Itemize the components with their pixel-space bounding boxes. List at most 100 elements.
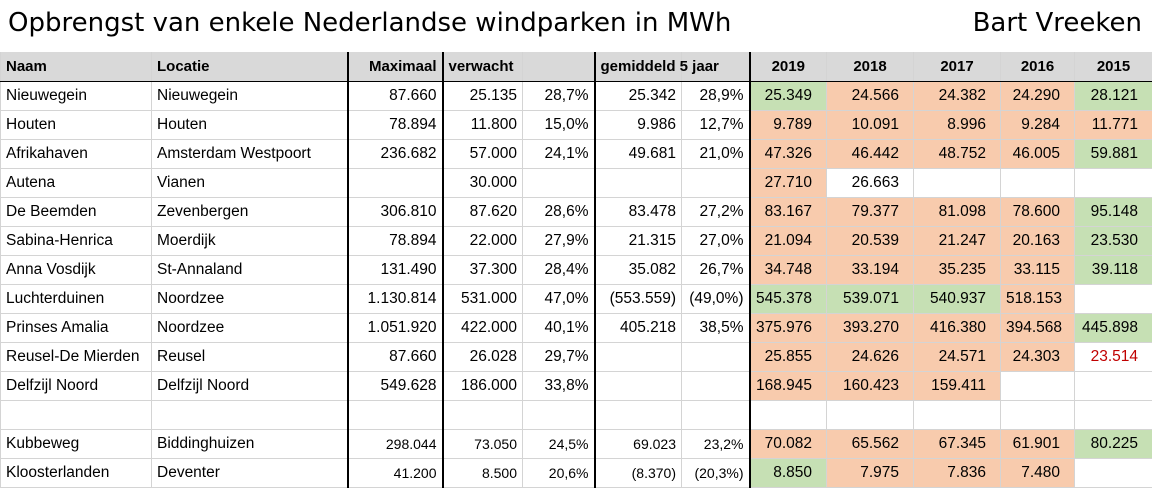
cell-jaar-2016[interactable]: 33.115 xyxy=(1000,255,1075,285)
cell-verwacht-pct[interactable]: 47,0% xyxy=(522,284,596,314)
cell-jaar-2017[interactable]: 7.836 xyxy=(913,458,1001,488)
cell-naam[interactable]: Kubbeweg xyxy=(0,429,152,459)
cell-verwacht[interactable]: 26.028 xyxy=(442,342,523,372)
cell-jaar-2019[interactable]: 83.167 xyxy=(749,197,827,227)
cell-jaar-2015[interactable]: 95.148 xyxy=(1074,197,1152,227)
cell-jaar-2018[interactable]: 393.270 xyxy=(826,313,914,343)
cell-locatie[interactable]: Deventer xyxy=(151,458,349,488)
cell-verwacht-pct[interactable]: 24,1% xyxy=(522,139,596,169)
cell-jaar-2016[interactable]: 9.284 xyxy=(1000,110,1075,140)
cell-maximaal[interactable]: 131.490 xyxy=(347,255,444,285)
cell-maximaal[interactable]: 1.130.814 xyxy=(347,284,444,314)
cell-gemiddeld-pct[interactable]: 27,2% xyxy=(681,197,751,227)
cell-jaar-2015[interactable] xyxy=(1074,168,1152,198)
cell-jaar-2015[interactable] xyxy=(1074,458,1152,488)
cell-jaar-2015[interactable]: 39.118 xyxy=(1074,255,1152,285)
cell-locatie[interactable]: Nieuwegein xyxy=(151,81,349,111)
cell-naam[interactable]: Houten xyxy=(0,110,152,140)
cell-naam[interactable]: Reusel-De Mierden xyxy=(0,342,152,372)
cell-jaar-2017[interactable]: 8.996 xyxy=(913,110,1001,140)
cell-maximaal[interactable]: 78.894 xyxy=(347,110,444,140)
cell-maximaal[interactable] xyxy=(347,400,444,430)
cell-gemiddeld-pct[interactable] xyxy=(681,342,751,372)
cell-jaar-2015[interactable]: 23.514 xyxy=(1074,342,1152,372)
cell-maximaal[interactable]: 298.044 xyxy=(347,429,444,459)
cell-jaar-2016[interactable]: 20.163 xyxy=(1000,226,1075,256)
cell-gemiddeld-pct[interactable]: 21,0% xyxy=(681,139,751,169)
cell-maximaal[interactable]: 41.200 xyxy=(347,458,444,488)
cell-jaar-2018[interactable]: 10.091 xyxy=(826,110,914,140)
cell-maximaal[interactable]: 306.810 xyxy=(347,197,444,227)
cell-gemiddeld[interactable]: 405.218 xyxy=(594,313,682,343)
cell-jaar-2015[interactable] xyxy=(1074,371,1152,401)
cell-jaar-2019[interactable]: 34.748 xyxy=(749,255,827,285)
cell-locatie[interactable]: St-Annaland xyxy=(151,255,349,285)
cell-jaar-2016[interactable]: 518.153 xyxy=(1000,284,1075,314)
cell-gemiddeld[interactable]: 35.082 xyxy=(594,255,682,285)
cell-jaar-2019[interactable]: 25.855 xyxy=(749,342,827,372)
cell-verwacht-pct[interactable]: 28,6% xyxy=(522,197,596,227)
cell-gemiddeld-pct[interactable] xyxy=(681,371,751,401)
cell-jaar-2017[interactable] xyxy=(913,400,1001,430)
cell-verwacht[interactable]: 11.800 xyxy=(442,110,523,140)
cell-locatie[interactable]: Houten xyxy=(151,110,349,140)
cell-jaar-2017[interactable]: 67.345 xyxy=(913,429,1001,459)
cell-locatie[interactable]: Zevenbergen xyxy=(151,197,349,227)
cell-jaar-2016[interactable] xyxy=(1000,400,1075,430)
cell-gemiddeld-pct[interactable]: 12,7% xyxy=(681,110,751,140)
cell-gemiddeld[interactable]: 83.478 xyxy=(594,197,682,227)
cell-verwacht-pct[interactable]: 29,7% xyxy=(522,342,596,372)
cell-naam[interactable]: Anna Vosdijk xyxy=(0,255,152,285)
cell-jaar-2017[interactable]: 21.247 xyxy=(913,226,1001,256)
cell-maximaal[interactable] xyxy=(347,168,444,198)
cell-verwacht[interactable]: 57.000 xyxy=(442,139,523,169)
cell-maximaal[interactable]: 87.660 xyxy=(347,342,444,372)
cell-naam[interactable]: Luchterduinen xyxy=(0,284,152,314)
cell-jaar-2017[interactable]: 81.098 xyxy=(913,197,1001,227)
cell-locatie[interactable]: Delfzijl Noord xyxy=(151,371,349,401)
cell-naam[interactable]: Prinses Amalia xyxy=(0,313,152,343)
cell-gemiddeld-pct[interactable]: 38,5% xyxy=(681,313,751,343)
cell-verwacht-pct[interactable]: 27,9% xyxy=(522,226,596,256)
cell-jaar-2018[interactable]: 46.442 xyxy=(826,139,914,169)
cell-locatie[interactable] xyxy=(151,400,349,430)
cell-jaar-2019[interactable]: 168.945 xyxy=(749,371,827,401)
cell-naam[interactable]: De Beemden xyxy=(0,197,152,227)
cell-gemiddeld-pct[interactable]: 28,9% xyxy=(681,81,751,111)
cell-jaar-2015[interactable]: 445.898 xyxy=(1074,313,1152,343)
cell-jaar-2019[interactable]: 27.710 xyxy=(749,168,827,198)
cell-jaar-2018[interactable]: 7.975 xyxy=(826,458,914,488)
cell-jaar-2019[interactable]: 70.082 xyxy=(749,429,827,459)
cell-gemiddeld[interactable]: 49.681 xyxy=(594,139,682,169)
cell-gemiddeld-pct[interactable]: 23,2% xyxy=(681,429,751,459)
cell-jaar-2019[interactable]: 545.378 xyxy=(749,284,827,314)
cell-verwacht[interactable]: 186.000 xyxy=(442,371,523,401)
cell-gemiddeld[interactable]: (553.559) xyxy=(594,284,682,314)
cell-jaar-2015[interactable]: 23.530 xyxy=(1074,226,1152,256)
cell-jaar-2017[interactable] xyxy=(913,168,1001,198)
cell-maximaal[interactable]: 1.051.920 xyxy=(347,313,444,343)
cell-jaar-2015[interactable]: 80.225 xyxy=(1074,429,1152,459)
cell-verwacht[interactable]: 25.135 xyxy=(442,81,523,111)
cell-verwacht[interactable]: 422.000 xyxy=(442,313,523,343)
cell-jaar-2018[interactable]: 160.423 xyxy=(826,371,914,401)
cell-jaar-2016[interactable]: 7.480 xyxy=(1000,458,1075,488)
cell-verwacht-pct[interactable] xyxy=(522,400,596,430)
cell-jaar-2019[interactable]: 47.326 xyxy=(749,139,827,169)
cell-verwacht-pct[interactable] xyxy=(522,168,596,198)
cell-verwacht[interactable]: 87.620 xyxy=(442,197,523,227)
cell-naam[interactable]: Delfzijl Noord xyxy=(0,371,152,401)
cell-gemiddeld[interactable]: 25.342 xyxy=(594,81,682,111)
cell-gemiddeld-pct[interactable]: 26,7% xyxy=(681,255,751,285)
cell-locatie[interactable]: Reusel xyxy=(151,342,349,372)
cell-verwacht-pct[interactable]: 28,7% xyxy=(522,81,596,111)
cell-jaar-2017[interactable]: 416.380 xyxy=(913,313,1001,343)
cell-verwacht[interactable] xyxy=(442,400,523,430)
cell-gemiddeld-pct[interactable]: 27,0% xyxy=(681,226,751,256)
cell-jaar-2015[interactable]: 59.881 xyxy=(1074,139,1152,169)
cell-verwacht[interactable]: 22.000 xyxy=(442,226,523,256)
cell-jaar-2019[interactable]: 375.976 xyxy=(749,313,827,343)
cell-naam[interactable]: Autena xyxy=(0,168,152,198)
cell-jaar-2019[interactable]: 8.850 xyxy=(749,458,827,488)
cell-gemiddeld[interactable] xyxy=(594,371,682,401)
